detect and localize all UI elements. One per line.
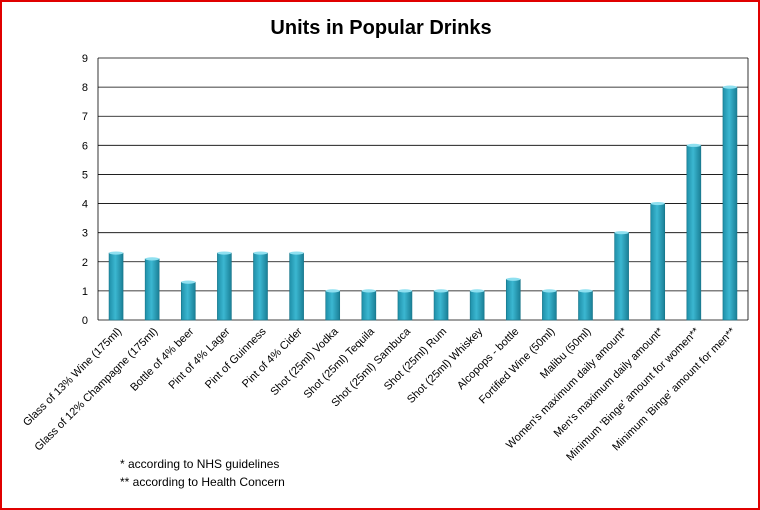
bar [614,232,629,321]
x-tick-label: Minimum 'Binge' amount for women** [564,325,702,463]
bar-top [686,143,701,147]
bar [397,290,413,321]
grid-lines [97,57,749,321]
bar [289,252,304,321]
bar [144,258,160,321]
bar [686,145,702,321]
x-tick-label: Shot (25ml) Rum [382,326,449,393]
y-tick-label: 4 [82,199,88,211]
bar [650,203,666,321]
bar [361,290,377,321]
bar [433,290,449,321]
y-tick-label: 3 [82,228,88,240]
bar-top [650,201,665,206]
bar [108,252,124,321]
bar [505,278,521,321]
bar [325,290,341,321]
y-tick-label: 6 [82,140,88,152]
bar-top [325,289,340,293]
note-nhs: * according to NHS guidelines [120,457,279,471]
bar-top [470,289,485,293]
bar-top [542,289,557,293]
bars [108,85,738,321]
bar-top [434,289,449,293]
bar [542,290,557,321]
bar-top [397,289,412,293]
bar-top [614,231,629,235]
bar [253,252,268,321]
bar-top [217,251,232,255]
bar [722,86,738,321]
y-tick-label: 9 [82,53,88,65]
x-tick-label: Pint of Guinness [203,325,269,391]
y-tick-label: 0 [82,315,88,327]
bar [578,290,593,321]
bar-top [361,289,376,293]
bar [469,290,485,321]
bar-top [722,85,737,89]
y-tick-label: 8 [82,82,88,94]
y-tick-label: 5 [82,169,88,181]
bar [180,281,196,321]
x-tick-label: Alcopops - bottle [455,326,521,392]
y-tick-label: 2 [82,257,88,269]
chart-title: Units in Popular Drinks [270,17,491,39]
x-tick-label: Pint of 4% Lager [167,325,233,391]
note-health-concern: ** according to Health Concern [120,475,285,489]
bar-top [578,289,593,293]
x-tick-label: Bottle of 4% beer [128,325,196,393]
bar-top [145,257,160,261]
bar-top [506,277,521,281]
y-axis-ticks: 0 1 2 3 4 5 6 7 8 9 [82,53,88,327]
bar-top [253,251,268,255]
x-tick-label: Shot (25ml) Vodka [268,325,341,398]
y-tick-label: 1 [82,286,88,298]
bar-top [289,251,304,255]
bar-top [109,251,124,255]
bar-top [181,280,196,284]
bar [217,252,232,321]
y-tick-label: 7 [82,111,88,123]
x-axis-labels: Glass of 13% Wine (175ml)Glass of 12% Ch… [21,325,739,463]
